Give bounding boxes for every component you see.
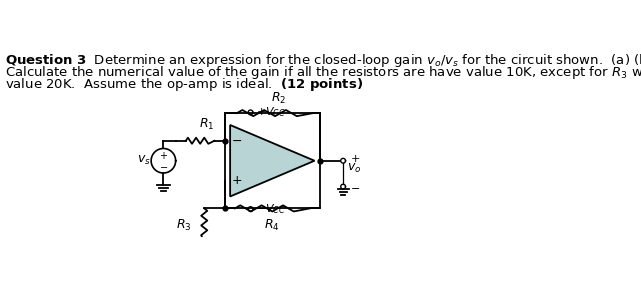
Text: Calculate the numerical value of the gain if all the resistors are have value 10: Calculate the numerical value of the gai…	[5, 64, 641, 81]
Text: $-$: $-$	[159, 160, 168, 171]
Text: $+$: $+$	[231, 174, 242, 187]
Polygon shape	[230, 125, 315, 197]
Text: $\mathbf{Question\ 3}$  Determine an expression for the closed-loop gain $v_o/v_: $\mathbf{Question\ 3}$ Determine an expr…	[5, 52, 641, 69]
Text: $v_o$: $v_o$	[347, 162, 362, 175]
Text: $v_s$: $v_s$	[137, 154, 151, 167]
Text: $+V_{CC}$: $+V_{CC}$	[256, 105, 286, 119]
Text: $-$: $-$	[350, 182, 360, 191]
Text: $R_2$: $R_2$	[272, 91, 287, 106]
Text: $+$: $+$	[159, 151, 168, 162]
Text: $R_4$: $R_4$	[265, 218, 280, 233]
Text: $R_1$: $R_1$	[199, 117, 215, 132]
Text: $-V_{CC}$: $-V_{CC}$	[256, 202, 286, 216]
Text: $+$: $+$	[350, 153, 360, 164]
Text: value 20K.  Assume the op-amp is ideal.  $\mathbf{(12\ points)}$: value 20K. Assume the op-amp is ideal. $…	[5, 76, 363, 93]
Text: $-$: $-$	[231, 134, 242, 147]
Text: $R_3$: $R_3$	[176, 218, 192, 233]
